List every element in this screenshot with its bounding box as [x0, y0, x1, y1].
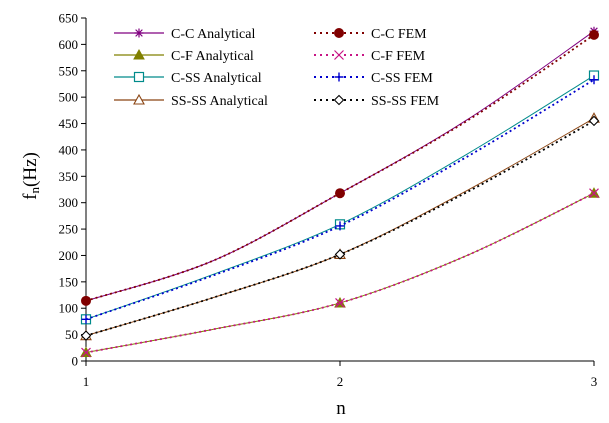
legend-label-ss-ss-fem: SS-SS FEM: [371, 94, 440, 109]
y-tick-label: 300: [59, 195, 79, 210]
y-tick-label: 650: [59, 11, 79, 26]
series-line-c-ss-fem: [85, 78, 595, 321]
data-point-c-f-fem: [589, 188, 599, 199]
y-tick-label: 0: [72, 354, 79, 369]
y-tick-label: 600: [59, 37, 79, 52]
data-point-c-ss-fem: [81, 314, 91, 324]
data-point-c-ss-fem: [589, 75, 599, 85]
series-c-c-analytical: [81, 26, 599, 306]
data-point-c-c-fem: [589, 29, 599, 40]
x-tick-label: 2: [337, 374, 344, 389]
legend-label-c-c-fem: C-C FEM: [371, 27, 427, 42]
data-point-ss-ss-fem: [334, 249, 346, 260]
y-tick-label: 400: [59, 142, 79, 157]
legend-swatch-marker-c-f-fem: [334, 50, 344, 60]
legend-item-c-f-fem: C-F FEM: [314, 49, 426, 64]
data-point-c-ss-fem: [335, 221, 345, 231]
y-tick-label: 50: [65, 327, 78, 342]
legend-item-c-ss-analytical: C-SS Analytical: [114, 71, 262, 86]
legend-swatch-marker-c-f-analytical: [133, 48, 145, 60]
y-tick-label: 550: [59, 63, 79, 78]
legend-item-c-c-analytical: C-C Analytical: [114, 27, 255, 42]
y-tick-label: 150: [59, 274, 79, 289]
legend-item-ss-ss-analytical: SS-SS Analytical: [114, 93, 268, 109]
series-c-f-analytical: [80, 187, 600, 358]
x-tick-label: 1: [83, 374, 90, 389]
series-c-c-fem: [81, 29, 599, 306]
y-tick-label: 250: [59, 222, 79, 237]
series-c-f-fem: [81, 188, 599, 358]
legend-swatch-marker-c-ss-fem: [334, 72, 344, 82]
y-tick-label: 350: [59, 169, 79, 184]
legend-label-ss-ss-analytical: SS-SS Analytical: [171, 94, 268, 109]
y-axis-title-sub: n: [27, 186, 42, 193]
series-line-c-c-fem: [85, 34, 595, 302]
legend-label-c-f-analytical: C-F Analytical: [171, 49, 254, 64]
legend-item-c-c-fem: C-C FEM: [314, 27, 427, 42]
legend-item-c-f-analytical: C-F Analytical: [114, 48, 254, 64]
legend: C-C Analytical C-C FEM C-F Analytical C-F F…: [114, 27, 440, 109]
legend-item-c-ss-fem: C-SS FEM: [314, 71, 433, 86]
series-line-c-f-analytical: [85, 192, 595, 354]
axis-titles: n fn(Hz): [20, 152, 346, 419]
y-tick-label: 500: [59, 90, 79, 105]
series-ss-ss-fem: [80, 115, 600, 341]
data-point-c-c-fem: [81, 295, 91, 306]
legend-swatch-marker-ss-ss-fem: [333, 94, 345, 106]
legend-item-ss-ss-fem: SS-SS FEM: [314, 94, 440, 109]
data-point-ss-ss-fem: [588, 115, 600, 127]
data-point-ss-ss-fem: [80, 330, 92, 341]
y-axis-title-main: f: [20, 193, 41, 200]
y-tick-label: 100: [59, 301, 79, 316]
data-point-c-f-fem: [81, 347, 91, 358]
y-tick-label: 200: [59, 248, 79, 263]
legend-label-c-f-fem: C-F FEM: [371, 49, 426, 64]
series-line-c-c-analytical: [85, 30, 595, 302]
y-tick-label: 450: [59, 116, 79, 131]
x-tick-label: 3: [591, 374, 598, 389]
data-point-c-f-fem: [335, 298, 345, 308]
series-layer: [80, 26, 600, 358]
legend-swatch-marker-c-c-analytical: [134, 28, 144, 38]
plot-area: 0 50 100 150 200 250 300 350 400 450 500 550 600 650 1…: [59, 11, 598, 390]
legend-label-c-ss-analytical: C-SS Analytical: [171, 71, 262, 86]
legend-swatch-marker-c-c-fem: [334, 28, 344, 38]
y-axis-title: fn(Hz): [20, 152, 42, 200]
legend-label-c-c-analytical: C-C Analytical: [171, 27, 255, 42]
series-c-ss-fem: [81, 75, 599, 324]
legend-label-c-ss-fem: C-SS FEM: [371, 71, 433, 86]
x-axis-title: n: [336, 398, 346, 419]
y-axis-title-unit: (Hz): [20, 152, 41, 187]
data-point-c-c-fem: [335, 188, 345, 199]
legend-swatch-marker-ss-ss-analytical: [133, 93, 145, 105]
legend-swatch-marker-c-ss-analytical: [133, 71, 145, 83]
series-line-c-f-fem: [85, 192, 595, 354]
